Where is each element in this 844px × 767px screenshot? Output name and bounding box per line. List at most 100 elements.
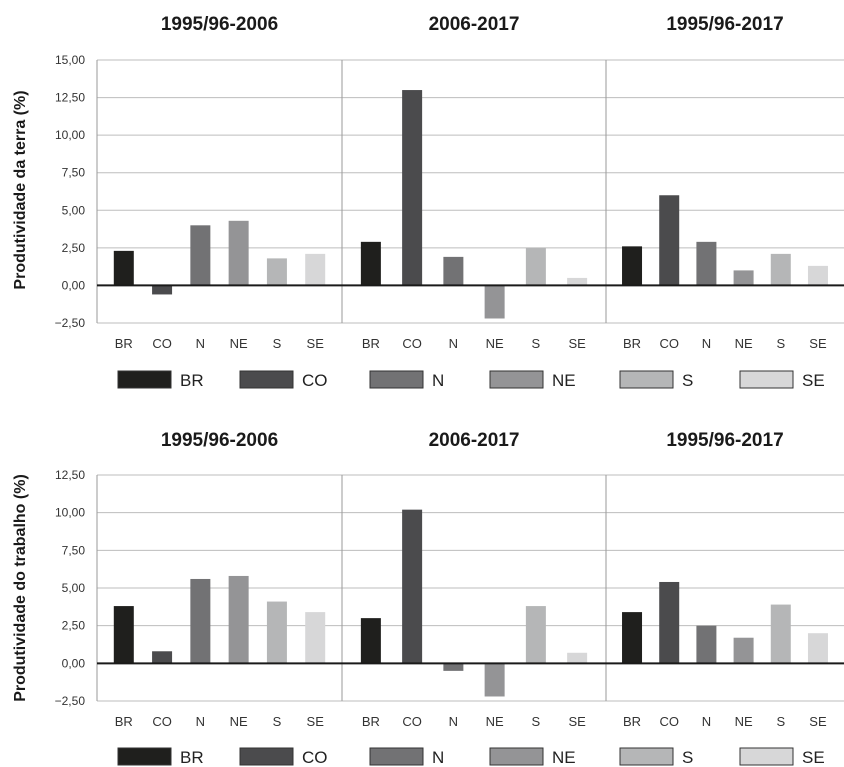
chart1-bar-br <box>360 241 381 286</box>
chart1-bar-n <box>696 241 717 286</box>
chart1-ytick-label: −2,50 <box>55 316 86 330</box>
chart1-legend-swatch-n <box>369 370 424 389</box>
chart2-legend-label: NE <box>552 748 576 767</box>
chart1-panel-title: 1995/96-2006 <box>161 14 278 35</box>
chart1-ytick-label: 2,50 <box>62 241 86 255</box>
chart1-xtick-label: CO <box>152 336 172 351</box>
chart2-bar-s <box>770 604 791 664</box>
chart1-xtick-label: SE <box>809 336 827 351</box>
chart1-bar-se <box>807 265 828 286</box>
chart1-legend-label: N <box>432 371 444 390</box>
chart2-ytick-label: 12,50 <box>55 468 85 482</box>
chart2-y-axis-label: Produtividade do trabalho (%) <box>12 474 29 702</box>
chart2-xtick-label: SE <box>307 714 325 729</box>
chart2-ytick-label: 7,50 <box>62 543 86 557</box>
chart1-xtick-label: N <box>449 336 458 351</box>
chart2-xtick-label: SE <box>809 714 827 729</box>
chart1-ytick-label: 10,00 <box>55 128 85 142</box>
chart2-legend-swatch-se <box>739 747 794 766</box>
chart1-panel-title: 2006-2017 <box>429 14 520 35</box>
chart2-legend-label: CO <box>302 748 328 767</box>
chart2-legend-swatch-s <box>619 747 674 766</box>
chart2-legend-swatch-co <box>239 747 294 766</box>
chart2-ytick-label: 10,00 <box>55 506 85 520</box>
chart2-bar-se <box>305 612 326 664</box>
chart2-xtick-label: S <box>273 714 282 729</box>
chart1-bar-co <box>402 90 423 286</box>
chart1-bar-co <box>152 285 173 295</box>
chart2-panel-title: 2006-2017 <box>429 430 520 451</box>
chart2-bar-se <box>567 652 588 664</box>
chart1-ytick-label: 5,00 <box>62 203 86 217</box>
chart2-bar-se <box>807 633 828 664</box>
chart2-bar-br <box>113 606 134 664</box>
chart2-bar-n <box>443 663 464 671</box>
chart1-xtick-label: BR <box>623 336 641 351</box>
chart1-xtick-label: NE <box>486 336 504 351</box>
chart2-bar-br <box>360 618 381 664</box>
chart2-bar-s <box>266 601 287 664</box>
chart2-bar-ne <box>228 575 249 664</box>
chart1-xtick-label: S <box>273 336 282 351</box>
chart2-xtick-label: CO <box>152 714 172 729</box>
chart2-ytick-label: −2,50 <box>55 694 86 708</box>
chart1-xtick-label: CO <box>659 336 679 351</box>
chart2-bar-co <box>152 651 173 664</box>
chart1-legend-swatch-ne <box>489 370 544 389</box>
chart2-xtick-label: BR <box>115 714 133 729</box>
chart1-xtick-label: N <box>196 336 205 351</box>
chart1-bar-ne <box>733 270 754 286</box>
chart1-panel-title: 1995/96-2017 <box>666 14 783 35</box>
chart2-bar-co <box>659 581 680 664</box>
chart1-legend-label: CO <box>302 371 328 390</box>
chart1-bar-se <box>567 277 588 286</box>
chart2-bar-ne <box>484 663 505 697</box>
chart2-panel-title: 1995/96-2017 <box>666 430 783 451</box>
chart2-legend-label: SE <box>802 748 825 767</box>
chart2-xtick-label: NE <box>486 714 504 729</box>
chart1-legend-label: BR <box>180 371 204 390</box>
chart1-bar-br <box>113 250 134 286</box>
chart2-xtick-label: N <box>702 714 711 729</box>
chart2-legend-label: BR <box>180 748 204 767</box>
chart1-bar-ne <box>228 220 249 286</box>
chart2-ytick-label: 5,00 <box>62 581 86 595</box>
chart2-legend-swatch-ne <box>489 747 544 766</box>
chart1-bar-n <box>190 225 211 286</box>
chart1-bar-s <box>770 253 791 286</box>
chart2-bar-ne <box>733 637 754 664</box>
chart1-xtick-label: CO <box>402 336 422 351</box>
chart1-xtick-label: NE <box>735 336 753 351</box>
chart2-xtick-label: NE <box>735 714 753 729</box>
chart1-bar-n <box>443 256 464 286</box>
chart1-xtick-label: SE <box>307 336 325 351</box>
chart1-bar-ne <box>484 285 505 319</box>
chart2-xtick-label: BR <box>362 714 380 729</box>
chart2-legend-label: N <box>432 748 444 767</box>
chart1-legend-swatch-s <box>619 370 674 389</box>
chart2-panel-title: 1995/96-2006 <box>161 430 278 451</box>
chart1-y-axis-label: Produtividade da terra (%) <box>12 90 29 289</box>
chart1-xtick-label: NE <box>230 336 248 351</box>
chart2-bar-co <box>402 509 423 664</box>
chart2-xtick-label: NE <box>230 714 248 729</box>
chart1-xtick-label: S <box>532 336 541 351</box>
chart1-legend-label: S <box>682 371 693 390</box>
chart1-xtick-label: S <box>776 336 785 351</box>
chart2-xtick-label: N <box>196 714 205 729</box>
chart2-bar-n <box>190 578 211 664</box>
chart1-ytick-label: 12,50 <box>55 91 85 105</box>
chart1-ytick-label: 15,00 <box>55 53 85 67</box>
chart2-xtick-label: S <box>776 714 785 729</box>
chart1-xtick-label: SE <box>568 336 586 351</box>
chart1-ytick-label: 7,50 <box>62 166 86 180</box>
chart2-legend-label: S <box>682 748 693 767</box>
chart1-legend-label: NE <box>552 371 576 390</box>
chart2-xtick-label: SE <box>568 714 586 729</box>
chart2-xtick-label: CO <box>659 714 679 729</box>
chart1-bar-s <box>266 258 287 286</box>
chart1-bar-br <box>622 246 643 286</box>
chart1-xtick-label: N <box>702 336 711 351</box>
chart1-bar-co <box>659 195 680 286</box>
